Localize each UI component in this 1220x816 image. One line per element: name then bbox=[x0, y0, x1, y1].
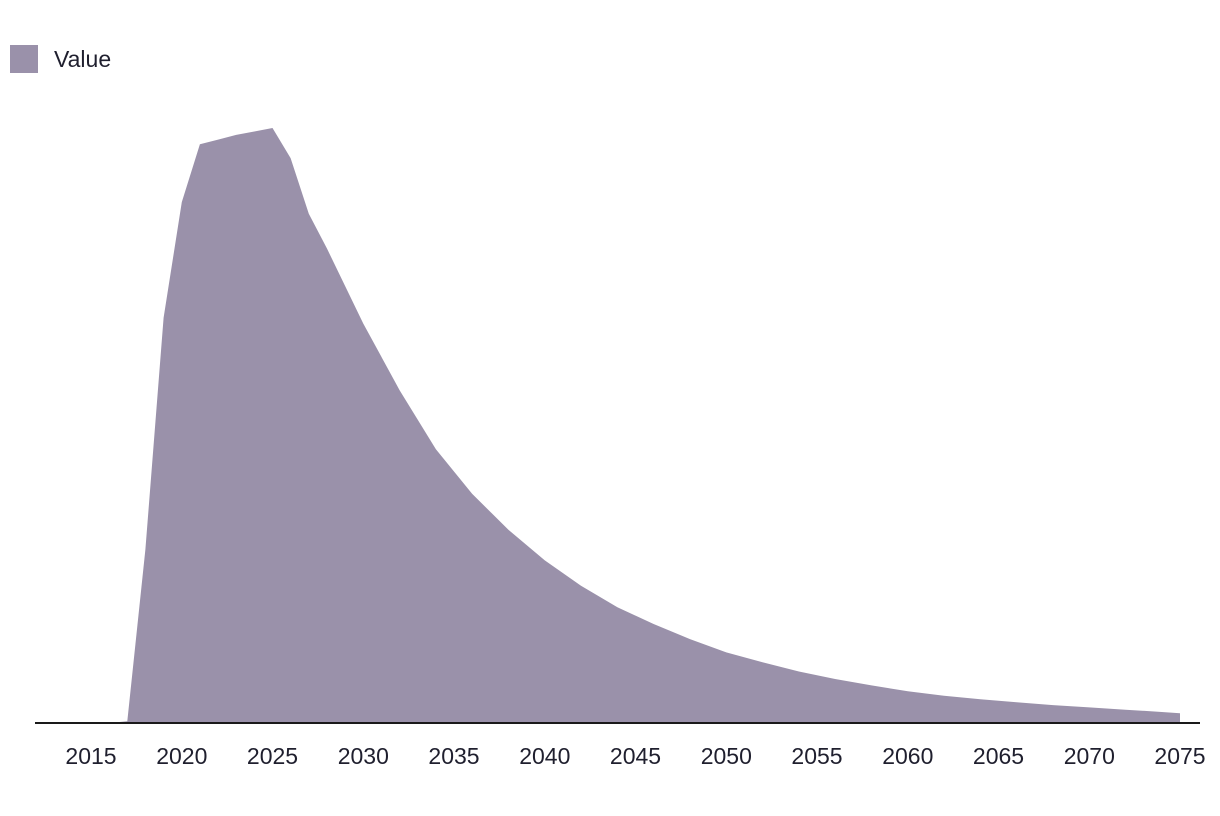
area-layer bbox=[109, 128, 1181, 723]
x-tick-label-2040: 2040 bbox=[519, 743, 570, 769]
x-tick-label-2045: 2045 bbox=[610, 743, 661, 769]
x-axis-ticks: 2015 2020 2025 2030 2035 2040 2045 2050 2055 2060… bbox=[65, 743, 1205, 769]
series-area-value bbox=[109, 128, 1181, 723]
x-tick-label-2025: 2025 bbox=[247, 743, 298, 769]
legend-label-value: Value bbox=[54, 46, 112, 72]
x-tick-label-2075: 2075 bbox=[1154, 743, 1205, 769]
x-tick-label-2070: 2070 bbox=[1064, 743, 1115, 769]
x-tick-label-2055: 2055 bbox=[791, 743, 842, 769]
legend: Value bbox=[10, 44, 111, 74]
x-tick-label-2050: 2050 bbox=[701, 743, 752, 769]
x-tick-label-2035: 2035 bbox=[428, 743, 479, 769]
x-tick-label-2015: 2015 bbox=[65, 743, 116, 769]
x-tick-label-2030: 2030 bbox=[338, 743, 389, 769]
x-tick-label-2020: 2020 bbox=[156, 743, 207, 769]
x-tick-label-2060: 2060 bbox=[882, 743, 933, 769]
legend-swatch-value bbox=[10, 45, 38, 73]
x-tick-label-2065: 2065 bbox=[973, 743, 1024, 769]
